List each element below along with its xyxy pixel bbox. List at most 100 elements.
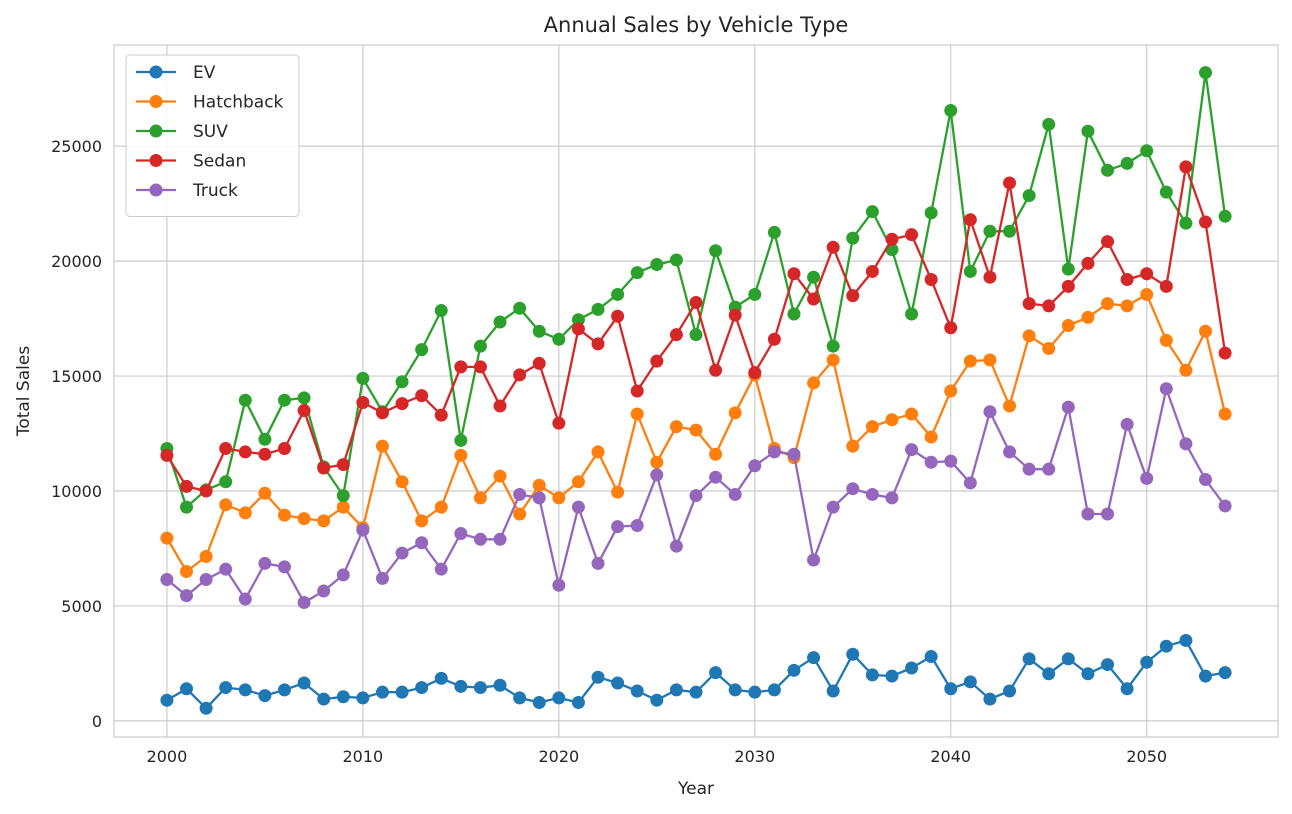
data-point: [258, 556, 272, 570]
data-point: [219, 441, 233, 455]
series-lines: [160, 66, 1232, 715]
data-point: [1120, 682, 1134, 696]
data-point: [1140, 267, 1154, 281]
data-point: [1022, 329, 1036, 343]
data-point: [552, 491, 566, 505]
data-point: [493, 678, 507, 692]
data-point: [1218, 499, 1232, 513]
data-point: [336, 489, 350, 503]
data-point: [336, 568, 350, 582]
data-point: [258, 689, 272, 703]
legend-item: SUV: [136, 122, 228, 142]
data-point: [944, 384, 958, 398]
data-point: [650, 258, 664, 272]
data-point: [493, 532, 507, 546]
data-point: [767, 225, 781, 239]
data-point: [1140, 655, 1154, 669]
data-point: [846, 231, 860, 245]
data-point: [767, 683, 781, 697]
data-point: [885, 669, 899, 683]
data-point: [297, 512, 311, 526]
data-point: [1159, 279, 1173, 293]
data-point: [160, 448, 174, 462]
data-point: [669, 420, 683, 434]
data-point: [532, 696, 546, 710]
plot-frame: [113, 44, 1279, 738]
y-tick-label: 10000: [51, 482, 102, 501]
data-point: [591, 670, 605, 684]
data-point: [552, 578, 566, 592]
data-point: [924, 455, 938, 469]
data-point: [611, 485, 625, 499]
data-point: [1218, 666, 1232, 680]
data-point: [513, 487, 527, 501]
data-point: [415, 343, 429, 357]
data-point: [787, 663, 801, 677]
data-point: [415, 514, 429, 528]
data-point: [846, 439, 860, 453]
data-point: [1120, 156, 1134, 170]
y-tick-label: 5000: [61, 597, 102, 616]
data-point: [826, 339, 840, 353]
series-suv: [160, 66, 1232, 514]
data-point: [689, 489, 703, 503]
data-point: [317, 584, 331, 598]
data-point: [317, 514, 331, 528]
data-point: [1061, 262, 1075, 276]
data-point: [1022, 189, 1036, 203]
data-point: [219, 475, 233, 489]
data-point: [1198, 473, 1212, 487]
x-tick-label: 2020: [538, 747, 579, 766]
data-point: [375, 571, 389, 585]
data-point: [1042, 299, 1056, 313]
data-point: [415, 536, 429, 550]
data-point: [709, 363, 723, 377]
data-point: [1101, 507, 1115, 521]
data-point: [944, 682, 958, 696]
data-point: [454, 679, 468, 693]
data-point: [1198, 669, 1212, 683]
data-point: [689, 295, 703, 309]
data-point: [375, 685, 389, 699]
data-point: [963, 476, 977, 490]
data-point: [297, 391, 311, 405]
data-point: [983, 270, 997, 284]
legend-label: EV: [193, 63, 216, 83]
data-point: [317, 692, 331, 706]
series-sedan: [160, 160, 1232, 498]
data-point: [277, 393, 291, 407]
data-point: [709, 470, 723, 484]
data-point: [571, 322, 585, 336]
data-point: [944, 104, 958, 118]
data-point: [297, 404, 311, 418]
data-point: [1101, 235, 1115, 249]
data-point: [650, 455, 664, 469]
legend-marker: [149, 124, 163, 138]
data-point: [513, 691, 527, 705]
data-point: [571, 313, 585, 327]
data-point: [669, 328, 683, 342]
data-point: [1120, 417, 1134, 431]
data-point: [924, 206, 938, 220]
data-point: [356, 395, 370, 409]
data-point: [1101, 163, 1115, 177]
x-tick-label: 2040: [930, 747, 971, 766]
data-point: [199, 550, 213, 564]
data-point: [650, 468, 664, 482]
data-point: [532, 324, 546, 338]
x-tick-label: 2010: [343, 747, 384, 766]
data-point: [1003, 399, 1017, 413]
data-point: [1140, 471, 1154, 485]
data-point: [983, 692, 997, 706]
data-point: [1042, 667, 1056, 681]
data-point: [1081, 256, 1095, 270]
data-point: [807, 292, 821, 306]
data-point: [532, 356, 546, 370]
data-point: [728, 406, 742, 420]
data-point: [1003, 684, 1017, 698]
data-point: [748, 287, 762, 301]
data-point: [865, 668, 879, 682]
data-point: [513, 507, 527, 521]
data-point: [924, 650, 938, 664]
